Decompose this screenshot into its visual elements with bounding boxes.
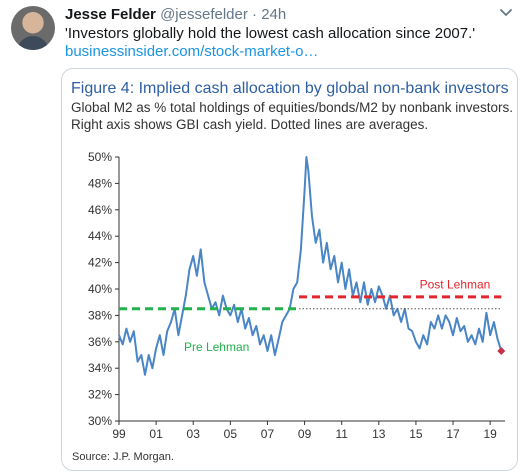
tweet-header: Jesse Felder @jessefelder · 24h bbox=[65, 6, 286, 24]
media-card[interactable] bbox=[61, 68, 518, 471]
last-point-marker bbox=[497, 347, 506, 356]
y-tick-label: 46% bbox=[88, 203, 112, 217]
y-tick-label: 42% bbox=[88, 256, 112, 270]
y-tick-label: 48% bbox=[88, 176, 112, 190]
y-tick-label: 30% bbox=[88, 414, 112, 428]
series-line bbox=[118, 156, 503, 376]
y-tick-label: 34% bbox=[88, 361, 112, 375]
separator-dot: · bbox=[252, 6, 258, 23]
tweet-link[interactable]: businessinsider.com/stock-market-o… bbox=[65, 43, 319, 60]
x-tick-label: 07 bbox=[261, 427, 275, 441]
author-handle[interactable]: @jessefelder bbox=[160, 6, 248, 23]
chevron-down-icon[interactable] bbox=[499, 8, 513, 18]
x-tick-label: 15 bbox=[409, 427, 423, 441]
y-tick-label: 44% bbox=[88, 229, 112, 243]
x-tick-label: 19 bbox=[483, 427, 497, 441]
x-tick-label: 99 bbox=[112, 427, 126, 441]
x-tick-label: 13 bbox=[372, 427, 386, 441]
y-tick-label: 38% bbox=[88, 308, 112, 322]
pre-lehman-label: Pre Lehman bbox=[184, 340, 249, 354]
line-chart: 30% 32% 34% 36% 38% 40% 42% 44% 46% 48% 50% 99 01 03 0… bbox=[88, 150, 506, 441]
figure-title: Figure 4: Implied cash allocation by glo… bbox=[71, 80, 509, 97]
author-name[interactable]: Jesse Felder bbox=[65, 6, 156, 23]
x-tick-label: 11 bbox=[335, 427, 348, 441]
y-tick-label: 36% bbox=[88, 335, 112, 349]
tweet-text: 'Investors globally hold the lowest cash… bbox=[65, 25, 476, 42]
x-tick-label: 03 bbox=[187, 427, 201, 441]
figure-subtitle-line1: Global M2 as % total holdings of equitie… bbox=[71, 100, 514, 115]
post-lehman-label: Post Lehman bbox=[420, 277, 491, 291]
x-tick-label: 09 bbox=[298, 427, 312, 441]
tweet-timestamp[interactable]: 24h bbox=[261, 6, 287, 23]
figure-subtitle-line2: Right axis shows GBI cash yield. Dotted … bbox=[71, 117, 429, 132]
author-avatar[interactable] bbox=[11, 6, 55, 50]
x-tick-label: 05 bbox=[224, 427, 238, 441]
figure-subtitle: Global M2 as % total holdings of equitie… bbox=[71, 99, 513, 133]
x-tick-label: 01 bbox=[149, 427, 163, 441]
y-tick-label: 50% bbox=[88, 150, 112, 164]
y-tick-label: 40% bbox=[88, 282, 112, 296]
figure-source: Source: J.P. Morgan. bbox=[72, 451, 174, 463]
y-tick-label: 32% bbox=[88, 388, 112, 402]
x-tick-label: 17 bbox=[446, 427, 460, 441]
